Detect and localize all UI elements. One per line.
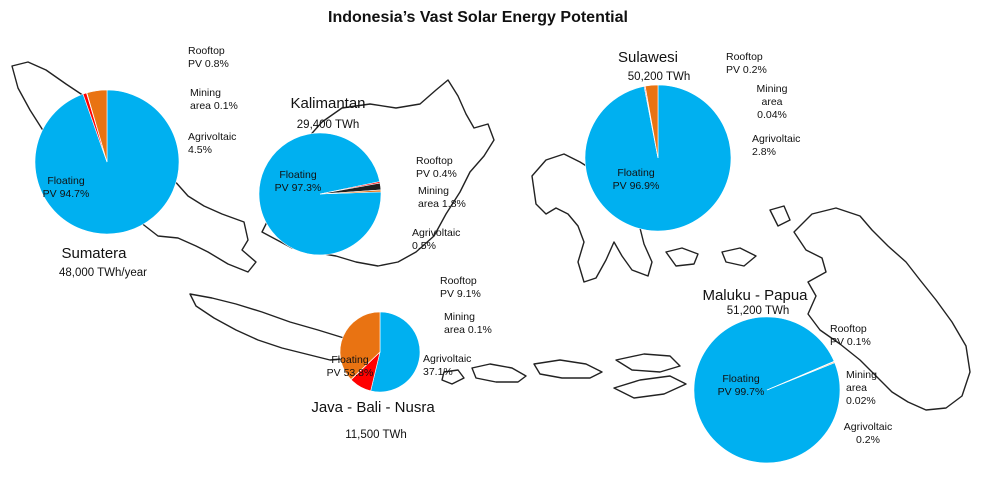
slice-label-rooftop-pv: Rooftop PV 9.1% <box>440 275 481 300</box>
slice-label-line: Agrivoltaic <box>188 131 236 143</box>
slice-label-line: PV 94.7% <box>43 188 90 200</box>
region-sumatera: Floating PV 94.7% Rooftop PV 0.8% Mining ar… <box>34 45 238 279</box>
slice-label-agrivoltaic: Agrivoltaic 37.1% <box>423 353 471 378</box>
slice-label-rooftop-pv: Rooftop PV 0.8% <box>188 45 229 70</box>
map-papua-outline <box>793 207 971 411</box>
slice-label-line: Floating <box>617 167 655 179</box>
slice-label-line: PV 0.4% <box>416 168 457 180</box>
slice-label-line: PV 99.7% <box>718 386 765 398</box>
region-java-bali-nusra: Floating PV 53.8% Rooftop PV 9.1% Mining ar… <box>311 275 492 441</box>
slice-label-line: Agrivoltaic <box>412 227 460 239</box>
slice-label-agrivoltaic: Agrivoltaic 0.2% <box>844 421 892 446</box>
map-maluku-outline <box>613 205 791 399</box>
region-name-java-bali-nusra: Java - Bali - Nusra <box>311 399 435 416</box>
slice-label-line: PV 0.1% <box>830 336 871 348</box>
slice-label-line: area 1.8% <box>418 198 466 210</box>
pie-slice-agrivoltaic <box>86 89 108 163</box>
region-sulawesi: Floating PV 96.9% Rooftop PV 0.2% Mining ar… <box>584 49 800 232</box>
slice-label-line: 0.02% <box>846 395 876 407</box>
slice-label-line: Rooftop <box>188 45 225 57</box>
slice-label-line: Rooftop <box>726 51 763 63</box>
slice-label-line: Floating <box>47 175 85 187</box>
region-name-kalimantan: Kalimantan <box>290 95 365 112</box>
regions-layer: Floating PV 94.7% Rooftop PV 0.8% Mining ar… <box>34 45 892 464</box>
slice-label-line: Mining <box>418 185 449 197</box>
map-java-outline <box>189 293 357 361</box>
slice-label-line: Floating <box>331 354 369 366</box>
pie-maluku-papua <box>693 316 841 464</box>
slice-label-agrivoltaic: Agrivoltaic 0.5% <box>412 227 460 252</box>
slice-label-line: PV 9.1% <box>440 288 481 300</box>
map-nusra-outline <box>441 353 681 385</box>
slice-label-line: Mining <box>190 87 221 99</box>
slice-label-line: PV 0.8% <box>188 58 229 70</box>
slice-label-line: 4.5% <box>188 144 212 156</box>
slice-label-line: Rooftop <box>416 155 453 167</box>
pie-slice-floating-pv <box>693 316 841 464</box>
pie-java-bali-nusra <box>339 311 421 393</box>
slice-label-rooftop-pv: Rooftop PV 0.1% <box>830 323 871 348</box>
region-total-java-bali-nusra: 11,500 TWh <box>345 429 407 441</box>
pie-slice-agrivoltaic <box>644 84 659 159</box>
region-name-maluku-papua: Maluku - Papua <box>702 287 808 304</box>
slice-label-floating-pv: Floating PV 96.9% <box>613 167 660 192</box>
slice-label-line: PV 96.9% <box>613 180 660 192</box>
slice-label-line: Floating <box>722 373 760 385</box>
slice-label-line: area 0.1% <box>190 100 238 112</box>
slice-label-line: Floating <box>279 169 317 181</box>
map-kalimantan-outline <box>261 79 495 267</box>
slice-label-agrivoltaic: Agrivoltaic 4.5% <box>188 131 236 156</box>
slice-label-line: Mining <box>757 83 788 95</box>
pie-slice-floating-pv <box>370 311 421 393</box>
slice-label-line: PV 53.8% <box>327 367 374 379</box>
slice-label-line: PV 97.3% <box>275 182 322 194</box>
slice-label-line: 0.2% <box>856 434 880 446</box>
pie-slice-agrivoltaic <box>339 311 381 380</box>
slice-label-floating-pv: Floating PV 97.3% <box>275 169 322 194</box>
chart-title: Indonesia’s Vast Solar Energy Potential <box>328 9 628 26</box>
slice-label-line: Agrivoltaic <box>844 421 892 433</box>
slice-label-floating-pv: Floating PV 99.7% <box>718 373 765 398</box>
pie-slice-agrivoltaic <box>319 189 382 195</box>
pie-sumatera <box>34 89 180 235</box>
slice-label-agrivoltaic: Agrivoltaic 2.8% <box>752 133 800 158</box>
slice-label-mining-area: Mining area 1.8% <box>418 185 466 210</box>
region-maluku-papua: Floating PV 99.7% Rooftop PV 0.1% Mining ar… <box>693 287 892 464</box>
region-name-sulawesi: Sulawesi <box>618 49 678 66</box>
slice-label-floating-pv: Floating PV 53.8% <box>327 354 374 379</box>
slice-label-line: Mining <box>444 311 475 323</box>
slice-label-line: area <box>846 382 867 394</box>
region-name-sumatera: Sumatera <box>61 245 127 262</box>
pie-kalimantan <box>258 132 382 256</box>
slice-label-line: 37.1% <box>423 366 453 378</box>
slice-label-line: 2.8% <box>752 146 776 158</box>
pie-slice-agrivoltaic <box>766 361 836 391</box>
slice-label-line: area <box>761 96 782 108</box>
region-total-sulawesi: 50,200 TWh <box>628 71 690 83</box>
slice-label-rooftop-pv: Rooftop PV 0.2% <box>726 51 767 76</box>
pie-sulawesi <box>584 84 732 232</box>
slice-label-line: Rooftop <box>440 275 477 287</box>
slice-label-mining-area: Mining area 0.1% <box>444 311 492 336</box>
slice-label-rooftop-pv: Rooftop PV 0.4% <box>416 155 457 180</box>
region-total-maluku-papua: 51,200 TWh <box>727 305 789 317</box>
slice-label-line: 0.5% <box>412 240 436 252</box>
slice-label-line: Rooftop <box>830 323 867 335</box>
slice-label-line: Agrivoltaic <box>423 353 471 365</box>
slice-label-line: Agrivoltaic <box>752 133 800 145</box>
slice-label-line: PV 0.2% <box>726 64 767 76</box>
region-total-kalimantan: 29,400 TWh <box>297 119 359 131</box>
slice-label-mining-area: Mining area 0.02% <box>846 369 877 407</box>
slice-label-floating-pv: Floating PV 94.7% <box>43 175 90 200</box>
slice-label-line: 0.04% <box>757 109 787 121</box>
slice-label-mining-area: Mining area 0.04% <box>757 83 788 121</box>
slice-label-mining-area: Mining area 0.1% <box>190 87 238 112</box>
region-kalimantan: Floating PV 97.3% Rooftop PV 0.4% Mining ar… <box>258 95 466 256</box>
region-total-sumatera: 48,000 TWh/year <box>59 267 147 279</box>
slice-label-line: Mining <box>846 369 877 381</box>
slice-label-line: area 0.1% <box>444 324 492 336</box>
